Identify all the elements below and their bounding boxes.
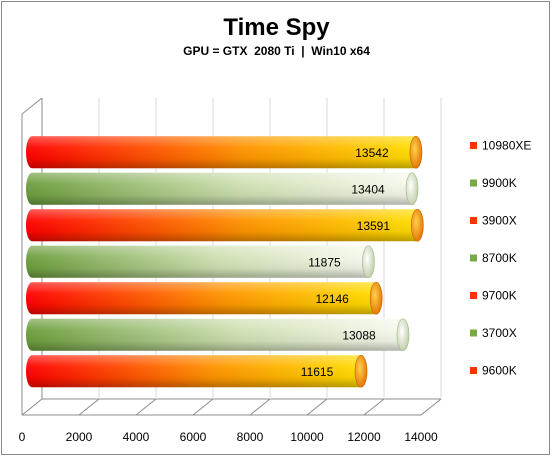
bar-shading <box>26 172 419 205</box>
bar-9700K: 12146 <box>26 281 383 315</box>
bar-cap <box>362 245 375 279</box>
legend-item-8700K: 8700K <box>470 251 517 265</box>
bar-shading <box>26 209 424 242</box>
bar-9600K: 11615 <box>26 354 368 388</box>
legend-item-9900K: 9900K <box>470 176 517 190</box>
x-tick-label: 0 <box>19 430 26 444</box>
legend: 10980XE 9900K 3900X 8700K 9700K 3700X 9600K <box>470 139 531 378</box>
floor-gridline <box>420 398 442 416</box>
legend-swatch <box>470 292 477 299</box>
floor-gridline <box>78 398 100 416</box>
legend-swatch <box>470 142 477 149</box>
bar-3900X: 13591 <box>26 208 424 242</box>
data-label: 13088 <box>342 328 376 342</box>
bar-cap <box>396 318 410 352</box>
bar-shading <box>26 282 383 315</box>
bar-shading <box>26 318 410 351</box>
x-tick-label: 8000 <box>237 430 264 444</box>
legend-label: 3700X <box>482 326 517 340</box>
bar-9900K: 13404 <box>26 172 419 206</box>
floor-gridline <box>135 398 157 416</box>
legend-item-9700K: 9700K <box>470 289 517 303</box>
chart-subtitle: GPU = GTX 2080 Ti | Win10 x64 <box>183 44 370 58</box>
legend-swatch <box>470 179 477 187</box>
bar-shading <box>26 245 375 278</box>
bar-10980XE: 13542 <box>26 135 423 169</box>
data-label: 13542 <box>355 146 389 160</box>
legend-swatch <box>470 217 477 224</box>
data-label: 13404 <box>351 182 385 196</box>
bars-layer: 13542 13404 13591 11875 12146 13088 11615 <box>26 135 424 388</box>
bar-shading <box>26 136 422 169</box>
floor-gridline <box>192 398 214 416</box>
bar-cap <box>409 135 423 169</box>
x-tick-label: 10000 <box>290 430 324 444</box>
data-label: 11875 <box>308 255 341 269</box>
legend-item-9600K: 9600K <box>470 364 517 378</box>
bar-3700X: 13088 <box>26 318 410 352</box>
legend-label: 10980XE <box>482 139 531 153</box>
floor-gridline <box>306 398 328 416</box>
x-tick-label: 6000 <box>180 430 207 444</box>
side-wall-top-edge <box>21 97 43 115</box>
bar-8700K: 11875 <box>26 245 375 279</box>
data-label: 12146 <box>315 292 349 306</box>
legend-item-3900X: 3900X <box>470 214 517 228</box>
bar-cap <box>369 281 383 315</box>
legend-item-3700X: 3700X <box>470 326 517 340</box>
chart-title: Time Spy <box>223 14 330 41</box>
floor-gridline <box>363 398 385 416</box>
bar-cap <box>411 208 424 242</box>
floor-gridline <box>21 398 43 416</box>
legend-swatch <box>470 367 477 374</box>
floor-gridline <box>249 398 271 416</box>
bar-cap <box>405 172 419 206</box>
x-tick-label: 14000 <box>404 430 438 444</box>
x-tick-label: 4000 <box>123 430 150 444</box>
legend-item-10980XE: 10980XE <box>470 139 531 153</box>
bar-shading <box>26 355 368 388</box>
legend-label: 8700K <box>482 251 517 265</box>
data-label: 13591 <box>357 219 391 233</box>
legend-label: 9900K <box>482 176 517 190</box>
legend-label: 3900X <box>482 214 517 228</box>
legend-swatch <box>470 254 477 262</box>
legend-swatch <box>470 329 477 337</box>
x-tick-label: 2000 <box>66 430 93 444</box>
x-tick-label: 12000 <box>347 430 381 444</box>
legend-label: 9600K <box>482 364 517 378</box>
bar-cap <box>354 354 368 388</box>
data-label: 11615 <box>301 365 334 379</box>
legend-label: 9700K <box>482 289 517 303</box>
